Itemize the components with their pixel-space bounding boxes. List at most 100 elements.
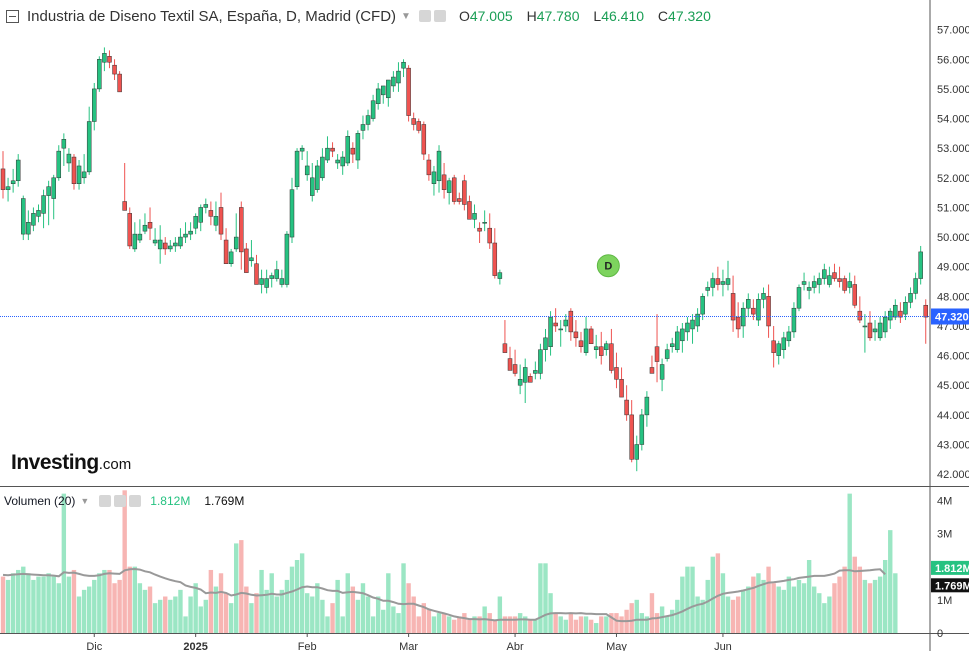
candle [578,331,584,353]
volume-bar [467,619,472,633]
candle-body [913,278,918,294]
candle [857,296,863,324]
volume-bar [588,619,594,633]
candle [381,85,386,104]
candle [735,302,741,338]
candle [173,237,178,252]
chevron-down-icon[interactable]: ▼ [401,10,411,22]
candle-body [614,367,619,380]
candle-body [462,180,467,205]
open-label: O [458,8,470,24]
visibility-icon[interactable] [99,495,112,507]
instrument-title[interactable]: Industria de Diseno Textil SA, España, D… [27,7,397,25]
candle [223,228,229,264]
volume-label[interactable]: Volumen (20) [4,494,76,508]
visibility-icon[interactable] [418,10,431,22]
volume-bar [842,566,847,633]
settings-icon[interactable] [433,10,446,22]
volume-bar [294,560,300,633]
candle [888,308,893,329]
volume-bar [16,569,21,633]
investing-logo: Investing.com [11,451,131,475]
close-icon[interactable] [129,495,142,507]
candle-body [918,251,923,279]
candle-body [340,156,345,167]
candle-body [502,343,508,353]
volume-bar [147,586,153,633]
settings-icon[interactable] [114,495,127,507]
volume-bar [92,579,97,633]
time-tick-label: Mar [399,641,418,651]
volume-bar [746,586,751,633]
candle [66,148,72,172]
candle-body [786,331,792,342]
candle [558,320,563,347]
volume-bar [56,583,61,633]
volume-bar [406,583,411,633]
volume-bar [335,579,340,633]
volume-bar [264,589,269,633]
volume-bar [299,553,305,633]
candle [46,180,51,226]
candle-body [426,159,432,176]
candle-body [857,310,863,321]
dividend-marker[interactable]: D [596,254,620,278]
candle [538,343,543,380]
candle-body [746,299,751,309]
price-tick-label: 43.000 [937,440,969,452]
candle [796,284,802,312]
candle-body [695,313,700,327]
candle-body [193,216,198,229]
volume-bar [284,579,290,633]
volume-bar [5,579,11,633]
chart-header: Industria de Diseno Textil SA, España, D… [0,0,930,32]
volume-bar [10,573,16,633]
volume-bar [61,493,67,633]
candle-body [862,325,868,328]
candle-body [791,307,797,333]
candle [720,269,726,297]
candle [604,340,609,356]
volume-bar [446,616,452,633]
candle-body [533,370,538,374]
candle [593,334,599,359]
volume-bar [381,609,386,633]
candle-body [573,331,579,339]
candle-body [294,150,300,187]
volume-bar [142,589,148,633]
candle-body [264,278,269,288]
volume-bar [888,530,893,633]
candle-body [441,174,447,190]
candle [487,213,492,249]
candle-body [168,245,173,250]
candle-body [107,56,112,63]
candle-body [259,278,264,285]
candle-body [289,189,295,238]
candle [634,435,639,472]
candle-body [279,278,285,285]
candle [5,177,11,202]
candle [817,272,822,294]
candle-body [15,159,21,182]
chevron-down-icon[interactable]: ▼ [80,496,90,506]
volume-bar [36,576,41,633]
volume-ma-value: 1.769M [204,494,245,508]
candle-body [903,302,908,315]
volume-bar [568,613,574,633]
collapse-icon[interactable] [6,9,19,23]
candle [467,195,472,220]
volume-bar [766,566,771,633]
volume-bar [543,563,548,633]
candle [264,269,269,294]
volume-bar [234,543,239,633]
candle [239,201,244,270]
time-tick-label: 2025 [183,641,207,651]
volume-bar [239,540,244,633]
volume-bar [507,616,513,633]
volume-bar [396,613,401,633]
volume-bar [137,583,143,633]
candle-body [223,239,229,264]
candle [36,204,41,223]
candle [122,162,127,211]
